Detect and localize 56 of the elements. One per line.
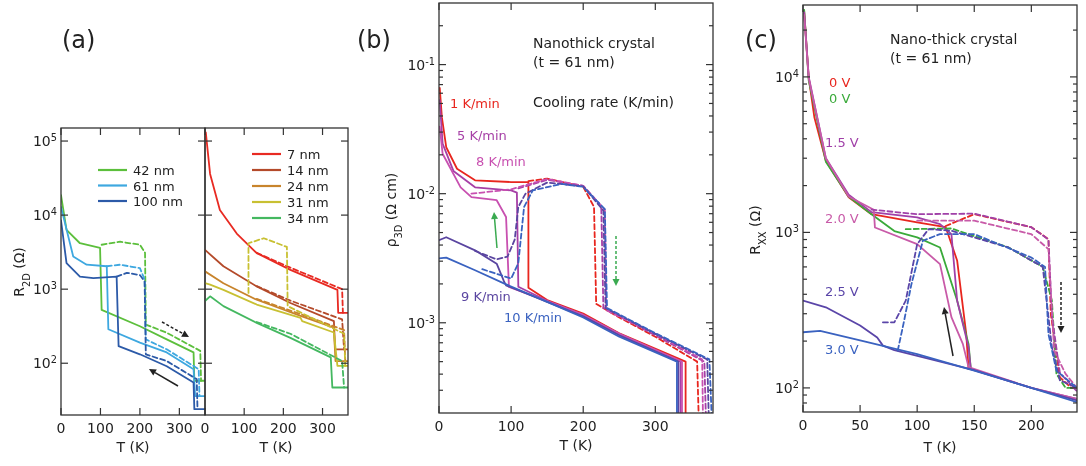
x-tick-label: 100	[230, 420, 258, 436]
y-tick-label: 10$^{2}$	[32, 353, 57, 372]
x-tick-label: 100	[903, 417, 931, 433]
series-label: 3.0 V	[825, 342, 859, 357]
x-axis-title: T (K)	[115, 439, 150, 455]
x-tick-label: 0	[434, 418, 444, 434]
x-tick-label: 0	[56, 420, 66, 436]
y-tick-label: 10$^{3}$	[774, 222, 799, 241]
legend-label: 34 nm	[287, 211, 329, 226]
series-label: 1 K/min	[450, 96, 500, 111]
y-tick-label: 10$^{3}$	[32, 279, 57, 298]
x-axis-title: T (K)	[558, 437, 593, 453]
y-tick-label: 10$^{4}$	[32, 205, 57, 224]
x-tick-label: 0	[798, 417, 808, 433]
series-label: 5 K/min	[457, 128, 507, 143]
legend-label: 7 nm	[287, 147, 321, 162]
y-tick-label: 10$^{-3}$	[407, 313, 435, 331]
legend-label: 31 nm	[287, 195, 329, 210]
chart-title: (a)	[62, 26, 96, 54]
x-tick-label: 50	[851, 417, 869, 433]
legend-label: 42 nm	[133, 163, 175, 178]
x-tick-label: 200	[126, 420, 154, 436]
legend-label: 14 nm	[287, 163, 329, 178]
x-tick-label: 100	[497, 418, 525, 434]
series-label: 2.5 V	[825, 284, 859, 299]
legend-label: 61 nm	[133, 178, 175, 194]
text: (b)	[357, 26, 391, 54]
series-label: 0 V	[829, 91, 851, 106]
y-tick-label: 10$^{5}$	[32, 131, 57, 150]
text: (c)	[745, 26, 777, 54]
y-tick-label: 10$^{-2}$	[407, 184, 435, 202]
annotation: Nano-thick crystal (t = 61 nm)	[890, 31, 1018, 66]
x-tick-label: 300	[641, 418, 669, 434]
x-tick-label: 100	[87, 420, 114, 436]
legend-label: 100 nm	[133, 194, 183, 209]
annotation: Nanothick crystal (t = 61 nm)	[533, 35, 655, 70]
x-tick-label: 200	[1017, 417, 1045, 433]
y-tick-label: 10$^{2}$	[774, 378, 799, 396]
y-tick-label: 10$^{4}$	[774, 67, 799, 85]
x-axis-title: T (K)	[922, 439, 957, 455]
x-tick-label: 300	[309, 420, 336, 436]
legend-label: 24 nm	[287, 179, 329, 194]
series-label: 2.0 V	[825, 211, 859, 226]
series-label: 9 K/min	[461, 289, 511, 304]
x-tick-label: 300	[165, 420, 193, 436]
x-axis-title: T (K)	[258, 439, 293, 455]
series-label: 8 K/min	[476, 154, 526, 169]
series-label: 1.5 V	[825, 135, 859, 150]
x-tick-label: 200	[269, 420, 297, 436]
x-tick-label: 0	[200, 420, 210, 436]
x-tick-label: 200	[569, 418, 597, 434]
series-label: 10 K/min	[504, 310, 563, 325]
annotation: Cooling rate (K/min)	[533, 94, 675, 110]
series-label: 0 V	[829, 75, 851, 90]
x-tick-label: 150	[960, 417, 988, 433]
y-tick-label: 10$^{-1}$	[407, 55, 435, 73]
